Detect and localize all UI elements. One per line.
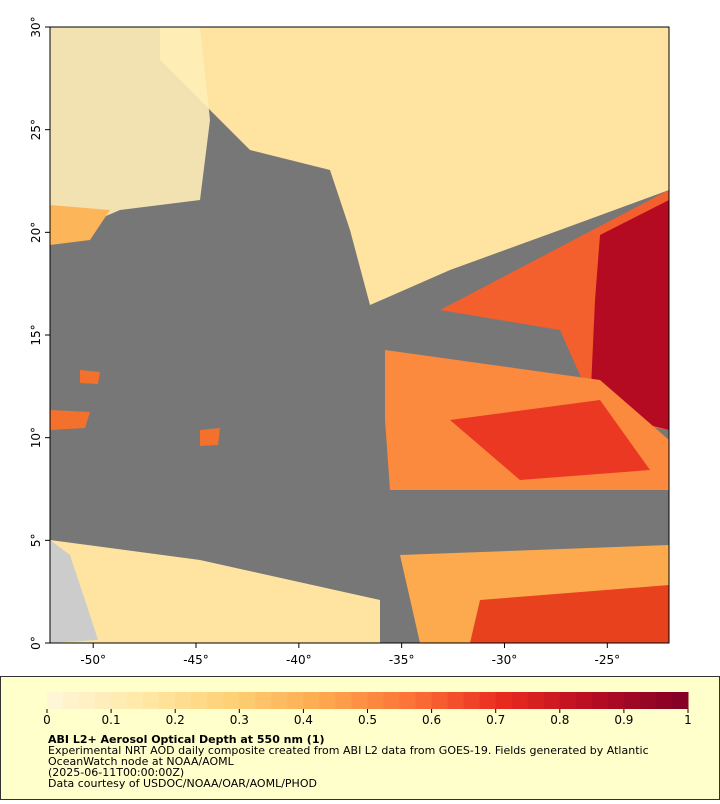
colorbar-step bbox=[639, 692, 657, 709]
aod-mid-region bbox=[50, 205, 110, 245]
colorbar-step bbox=[591, 692, 609, 709]
colorbar-step bbox=[543, 692, 561, 709]
colorbar-step bbox=[255, 692, 272, 709]
colorbar-step bbox=[63, 692, 80, 709]
colorbar-tick-label: 0.2 bbox=[166, 713, 185, 727]
aod-high-region bbox=[590, 200, 669, 430]
caption-line: OceanWatch node at NOAA/AOML bbox=[48, 755, 235, 768]
y-tick-label: 30° bbox=[29, 16, 43, 37]
y-tick-label: 20° bbox=[29, 222, 43, 243]
colorbar-step bbox=[463, 692, 481, 709]
colorbar-step bbox=[303, 692, 320, 709]
land bbox=[50, 540, 98, 643]
colorbar-step bbox=[495, 692, 513, 709]
x-tick-label: -45° bbox=[183, 653, 209, 667]
aod-high-region bbox=[470, 585, 669, 643]
colorbar-step bbox=[143, 692, 160, 709]
y-tick-label: 25° bbox=[29, 119, 43, 140]
colorbar-step bbox=[607, 692, 625, 709]
colorbar-step bbox=[191, 692, 208, 709]
colorbar-step bbox=[559, 692, 577, 709]
colorbar-step bbox=[79, 692, 96, 709]
colorbar-step bbox=[415, 692, 433, 709]
colorbar-step bbox=[175, 692, 192, 709]
caption-line: Experimental NRT AOD daily composite cre… bbox=[48, 744, 649, 757]
colorbar-step bbox=[223, 692, 240, 709]
aod-low-region bbox=[50, 540, 380, 643]
colorbar-step bbox=[127, 692, 144, 709]
y-tick-label: 15° bbox=[29, 324, 43, 345]
colorbar-tick-label: 0.8 bbox=[550, 713, 569, 727]
y-tick-label: 0° bbox=[29, 636, 43, 650]
colorbar-tick-label: 0.7 bbox=[486, 713, 505, 727]
colorbar-tick-label: 1 bbox=[684, 713, 692, 727]
colorbar-step bbox=[575, 692, 593, 709]
colorbar-step bbox=[367, 692, 385, 709]
colorbar-step bbox=[111, 692, 128, 709]
x-tick-label: -30° bbox=[492, 653, 518, 667]
x-tick-label: -35° bbox=[389, 653, 415, 667]
colorbar-step bbox=[671, 692, 689, 709]
colorbar-step bbox=[335, 692, 352, 709]
aod-high-region bbox=[450, 400, 650, 480]
colorbar-step bbox=[271, 692, 288, 709]
caption-line: (2025-06-11T00:00:00Z) bbox=[48, 766, 184, 779]
colorbar-step bbox=[351, 692, 368, 709]
colorbar-step bbox=[623, 692, 641, 709]
aod-low-region bbox=[50, 27, 210, 240]
y-tick-label: 10° bbox=[29, 427, 43, 448]
colorbar-step bbox=[431, 692, 449, 709]
colorbar: 0 0.1 0.2 0.3 0.4 0.5 0.6 0.7 0.8 0.9 1 bbox=[43, 692, 692, 727]
colorbar-step bbox=[655, 692, 673, 709]
colorbar-step bbox=[95, 692, 112, 709]
colorbar-step bbox=[207, 692, 224, 709]
x-tick-label: -40° bbox=[286, 653, 312, 667]
colorbar-step bbox=[319, 692, 336, 709]
colorbar-step bbox=[239, 692, 256, 709]
colorbar-step bbox=[159, 692, 176, 709]
caption-title: ABI L2+ Aerosol Optical Depth at 550 nm … bbox=[48, 733, 325, 746]
colorbar-step bbox=[383, 692, 401, 709]
colorbar-tick-label: 0.5 bbox=[358, 713, 377, 727]
colorbar-tick-label: 0.1 bbox=[102, 713, 121, 727]
x-tick-label: -50° bbox=[80, 653, 106, 667]
colorbar-tick-label: 0.3 bbox=[230, 713, 249, 727]
colorbar-tick-label: 0 bbox=[43, 713, 51, 727]
colorbar-step bbox=[287, 692, 304, 709]
y-tick-label: 5° bbox=[29, 534, 43, 548]
colorbar-tick-label: 0.6 bbox=[422, 713, 441, 727]
colorbar-tick-label: 0.9 bbox=[614, 713, 633, 727]
x-tick-label: -25° bbox=[595, 653, 621, 667]
colorbar-step bbox=[511, 692, 529, 709]
colorbar-step bbox=[479, 692, 497, 709]
colorbar-tick-label: 0.4 bbox=[294, 713, 313, 727]
colorbar-step bbox=[527, 692, 545, 709]
colorbar-step bbox=[47, 692, 64, 709]
colorbar-step bbox=[447, 692, 465, 709]
aod-low-region bbox=[160, 27, 669, 305]
colorbar-step bbox=[399, 692, 417, 709]
map-area bbox=[49, 26, 670, 644]
axes: -50° -45° -40° -35° -30° -25° 0° 5° 10° 15° 20° 25°… bbox=[29, 16, 620, 667]
aod-patches bbox=[50, 370, 220, 446]
caption-line: Data courtesy of USDOC/NOAA/OAR/AOML/PHO… bbox=[48, 777, 317, 790]
